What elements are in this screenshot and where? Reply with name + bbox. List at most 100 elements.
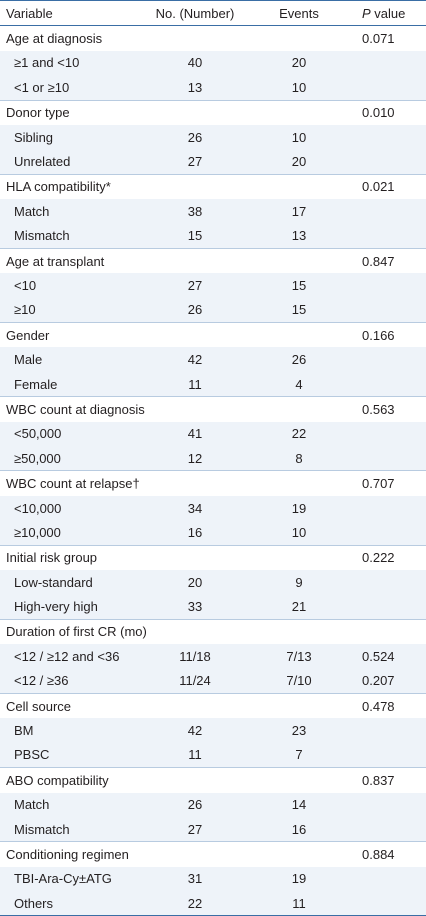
table-row: <12 / ≥36 11/24 7/10 0.207 <box>0 668 426 694</box>
cell-events: 8 <box>250 446 348 471</box>
cell-events: 4 <box>250 371 348 397</box>
cell-variable: <50,000 <box>0 421 140 447</box>
table-group-row: ABO compatibility 0.837 <box>0 767 426 793</box>
table-row: Match 38 17 <box>0 199 426 224</box>
cell-variable: Match <box>0 792 140 817</box>
cell-events: 10 <box>250 75 348 101</box>
cell-number: 26 <box>140 297 250 323</box>
cell-p-value: 0.707 <box>348 470 426 496</box>
table-row: Sibling 26 10 <box>0 124 426 150</box>
cell-number <box>140 396 250 422</box>
cell-p-value: 0.847 <box>348 247 426 274</box>
cell-number <box>140 618 250 645</box>
cell-number: 13 <box>140 75 250 101</box>
cell-p-value: 0.021 <box>348 173 426 200</box>
cell-variable: Duration of first CR (mo) <box>0 618 147 645</box>
cell-p-value <box>348 891 426 916</box>
table-row: <10,000 34 19 <box>0 495 426 521</box>
cell-p-value <box>348 742 426 768</box>
cell-number: 31 <box>140 866 250 892</box>
header-p-rest: value <box>370 5 406 21</box>
cell-p-value: 0.166 <box>348 322 426 348</box>
table-group-row: Conditioning regimen 0.884 <box>0 841 426 867</box>
cell-variable: Sibling <box>0 124 140 150</box>
cell-p-value <box>348 816 426 842</box>
cell-number: 26 <box>140 124 250 150</box>
cell-number: 40 <box>140 50 250 76</box>
table-row: Mismatch 27 16 <box>0 816 426 842</box>
cell-events: 26 <box>250 347 348 372</box>
cell-p-value: 0.010 <box>348 99 426 125</box>
cell-number: 22 <box>140 891 250 916</box>
cell-number: 42 <box>140 347 250 372</box>
cell-p-value <box>348 223 426 249</box>
cell-events <box>250 396 348 422</box>
table-row: High-very high 33 21 <box>0 594 426 620</box>
cell-p-value: 0.222 <box>348 544 426 570</box>
cell-p-value <box>348 495 426 521</box>
table-row: Low-standard 20 9 <box>0 569 426 595</box>
cell-number: 42 <box>140 718 250 743</box>
cell-variable: PBSC <box>0 742 140 768</box>
header-events: Events <box>250 0 348 27</box>
cell-variable: Others <box>0 891 140 916</box>
cell-p-value: 0.837 <box>348 767 426 793</box>
table-group-row: Donor type 0.010 <box>0 99 426 125</box>
cell-variable: WBC count at diagnosis <box>0 396 145 422</box>
cell-variable: <12 / ≥12 and <36 <box>0 644 140 669</box>
table-header: Variable No. (Number) Events P value <box>0 0 426 27</box>
cell-p-value <box>348 618 426 645</box>
cell-events: 10 <box>250 520 348 546</box>
cell-variable: ≥10 <box>0 297 140 323</box>
table-row: TBI-Ara-Cy±ATG 31 19 <box>0 866 426 892</box>
table-row: ≥10 26 15 <box>0 297 426 323</box>
cell-variable: Mismatch <box>0 223 140 249</box>
table-group-row: Age at diagnosis 0.071 <box>0 25 426 51</box>
cell-p-value: 0.524 <box>348 644 426 669</box>
cell-events: 22 <box>250 421 348 447</box>
cell-number: 11 <box>140 371 250 397</box>
table-row: Male 42 26 <box>0 347 426 372</box>
cell-events: 19 <box>250 495 348 521</box>
table-row: ≥1 and <10 40 20 <box>0 50 426 76</box>
cell-variable: Initial risk group <box>0 544 140 570</box>
cell-p-value <box>348 199 426 224</box>
cell-variable: Age at diagnosis <box>0 25 140 51</box>
cell-events: 9 <box>250 569 348 595</box>
header-row: Variable No. (Number) Events P value <box>0 0 426 27</box>
header-variable: Variable <box>0 0 140 27</box>
cell-events <box>250 25 348 51</box>
table-row: ≥50,000 12 8 <box>0 446 426 471</box>
cell-number: 41 <box>140 421 250 447</box>
cell-number <box>140 767 250 793</box>
table-group-row: Gender 0.166 <box>0 322 426 348</box>
cell-p-value <box>348 273 426 298</box>
cell-p-value <box>348 421 426 447</box>
cell-number <box>140 692 250 719</box>
cell-variable: <1 or ≥10 <box>0 75 140 101</box>
cell-variable: Cell source <box>0 692 140 719</box>
cell-variable: <10 <box>0 273 140 298</box>
cell-events <box>250 841 348 867</box>
cell-number: 26 <box>140 792 250 817</box>
cell-events <box>250 692 348 719</box>
table-group-row: WBC count at diagnosis 0.563 <box>0 396 426 422</box>
table-group-row: Initial risk group 0.222 <box>0 544 426 570</box>
cell-number: 27 <box>140 816 250 842</box>
cell-variable: HLA compatibility* <box>0 173 140 200</box>
cell-events: 23 <box>250 718 348 743</box>
cell-number: 11/24 <box>140 668 250 694</box>
cell-variable: <12 / ≥36 <box>0 668 140 694</box>
cell-events <box>250 618 348 645</box>
cell-events: 20 <box>250 50 348 76</box>
cell-p-value <box>348 371 426 397</box>
cell-events: 11 <box>250 891 348 916</box>
table-row: Others 22 11 <box>0 891 426 916</box>
table-row: Match 26 14 <box>0 792 426 817</box>
cell-p-value <box>348 520 426 546</box>
table-group-row: Duration of first CR (mo) <box>0 618 426 645</box>
cell-p-value: 0.478 <box>348 692 426 719</box>
cell-p-value <box>348 446 426 471</box>
cell-variable: WBC count at relapse† <box>0 470 140 496</box>
